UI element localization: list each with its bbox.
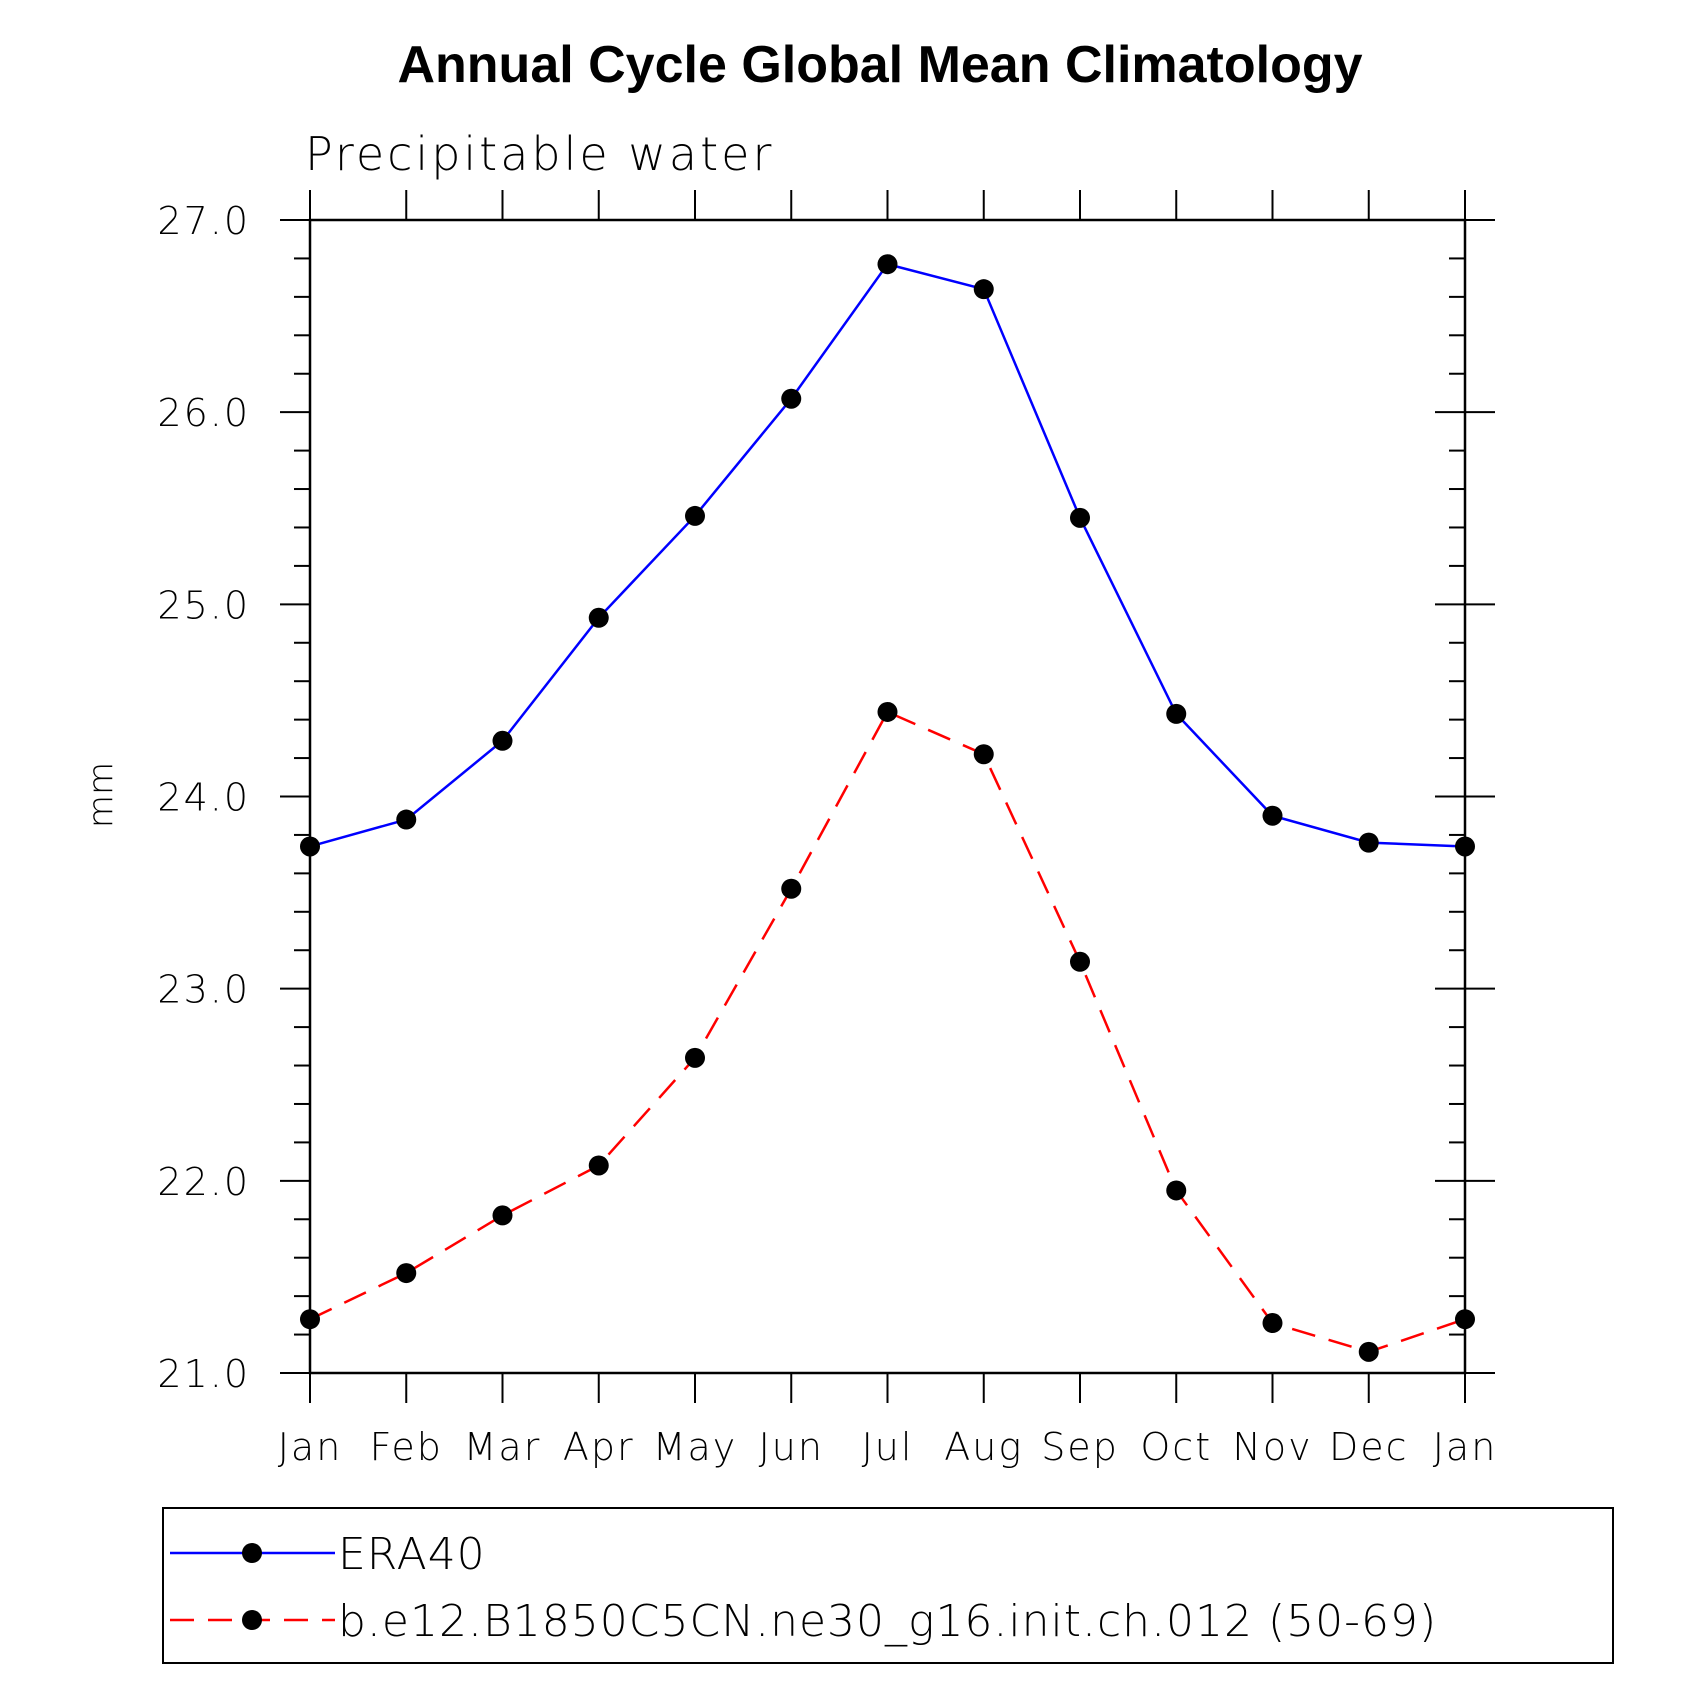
x-tick-label: Dec bbox=[1329, 1425, 1409, 1469]
data-point bbox=[1166, 703, 1187, 724]
data-point bbox=[685, 1047, 705, 1068]
data-point bbox=[973, 279, 994, 300]
legend-marker bbox=[242, 1543, 262, 1563]
series-line bbox=[309, 262, 1466, 848]
legend-marker bbox=[242, 1610, 262, 1630]
x-tick-label: Jul bbox=[862, 1425, 914, 1469]
data-point bbox=[1455, 1309, 1475, 1330]
data-point bbox=[1358, 1341, 1379, 1362]
y-tick-label: 27.0 bbox=[157, 199, 250, 243]
data-point bbox=[588, 1155, 609, 1176]
x-tick-label: Sep bbox=[1041, 1425, 1119, 1469]
data-point bbox=[685, 505, 705, 526]
data-point bbox=[1455, 836, 1475, 857]
data-point bbox=[877, 254, 898, 275]
data-point bbox=[1358, 832, 1379, 853]
series-line bbox=[309, 710, 1466, 1354]
data-point bbox=[396, 1263, 417, 1284]
data-point bbox=[1262, 805, 1283, 826]
legend: ERA40 b.e12.B1850C5CN.ne30_g16.init.ch.01… bbox=[162, 1507, 1614, 1664]
series-1 bbox=[300, 254, 1475, 857]
data-point bbox=[1070, 507, 1090, 528]
x-tick-label: Jan bbox=[278, 1425, 343, 1469]
plot-frame bbox=[308, 218, 1467, 1375]
data-point bbox=[1166, 1180, 1187, 1201]
x-tick-label: Nov bbox=[1232, 1425, 1312, 1469]
y-tick-label: 23.0 bbox=[157, 968, 250, 1012]
x-tick-label: Aug bbox=[944, 1425, 1023, 1469]
x-tick-label: May bbox=[653, 1425, 738, 1469]
x-tick-label: Apr bbox=[563, 1425, 635, 1469]
y-tick-label: 21.0 bbox=[157, 1352, 250, 1396]
series-layer bbox=[300, 254, 1475, 1362]
data-point bbox=[877, 701, 898, 722]
data-point bbox=[1070, 951, 1090, 972]
legend-box bbox=[162, 1507, 1614, 1664]
data-point bbox=[973, 744, 994, 765]
y-tick-label: 24.0 bbox=[157, 776, 250, 820]
x-tick-label: Mar bbox=[464, 1425, 542, 1469]
x-tick-label: Feb bbox=[370, 1425, 443, 1469]
x-tick-label: Oct bbox=[1140, 1425, 1212, 1469]
x-tick-label: Jan bbox=[1433, 1425, 1498, 1469]
y-tick-label: 22.0 bbox=[157, 1160, 250, 1204]
data-point bbox=[1262, 1313, 1283, 1334]
data-point bbox=[781, 878, 802, 899]
data-point bbox=[396, 809, 417, 830]
data-point bbox=[300, 1309, 320, 1330]
x-tick-label: Jun bbox=[759, 1425, 824, 1469]
chart-subtitle: Precipitable water bbox=[305, 127, 774, 181]
data-point bbox=[300, 836, 320, 857]
data-point bbox=[588, 607, 609, 628]
plot-axes: 21.0 22.0 23.0 24.0 25.0 26.0 27.0 Jan Feb Mar Apr… bbox=[157, 190, 1498, 1469]
legend-entry-label: ERA40 bbox=[338, 1529, 486, 1580]
y-axis-label: mm bbox=[81, 762, 121, 828]
chart-title: Annual Cycle Global Mean Climatology bbox=[397, 36, 1362, 94]
legend-entry-label: b.e12.B1850C5CN.ne30_g16.init.ch.012 (50… bbox=[338, 1596, 1437, 1647]
data-point bbox=[492, 1205, 513, 1226]
y-tick-label: 25.0 bbox=[157, 583, 250, 627]
data-point bbox=[492, 730, 513, 751]
y-tick-label: 26.0 bbox=[157, 391, 250, 435]
data-point bbox=[781, 388, 802, 409]
series-2 bbox=[300, 701, 1475, 1362]
